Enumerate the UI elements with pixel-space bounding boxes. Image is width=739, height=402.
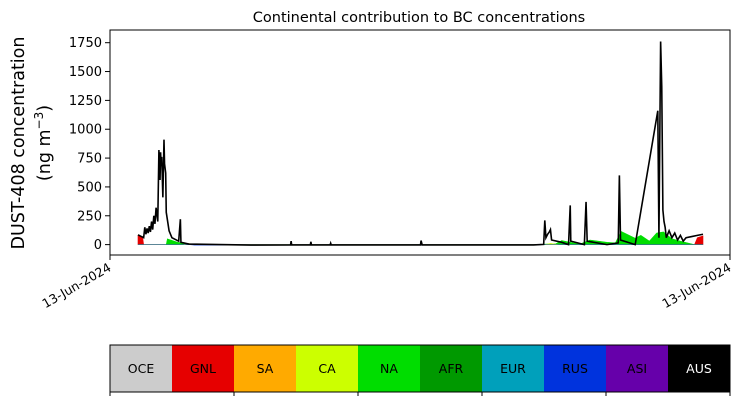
y-axis-label: DUST-408 concentration	[9, 37, 29, 250]
x-tick-label-end: 13-Jun-2024	[659, 260, 733, 311]
legend-frame	[109, 344, 731, 393]
x-tick-label-start: 13-Jun-2024	[39, 260, 113, 311]
y-tick-label-5: 1250	[69, 94, 102, 109]
legend-swatch-rus	[544, 345, 606, 392]
y-axis-label-units-suffix: )	[35, 105, 55, 112]
y-tick-label-1: 250	[77, 209, 102, 224]
legend-label-rus: RUS	[562, 361, 588, 376]
legend-swatch-afr	[420, 345, 482, 392]
legend-swatch-oce	[110, 345, 172, 392]
plot-frame	[109, 29, 731, 256]
legend-swatch-gnl	[172, 345, 234, 392]
total-series	[137, 41, 704, 246]
legend-swatch-eur	[482, 345, 544, 392]
legend-label-aus: AUS	[686, 361, 712, 376]
chart-title: Continental contribution to BC concentra…	[253, 10, 585, 26]
y-tick-label-0: 0	[94, 238, 102, 253]
legend-swatch-sa	[234, 345, 296, 392]
region-legend-bar: OCE GNL SA CA NA AFR EUR RUS ASI AUS	[109, 344, 731, 396]
y-axis-label-units-prefix: (ng m	[35, 129, 55, 181]
legend-label-oce: OCE	[128, 361, 155, 376]
legend-label-ca: CA	[318, 361, 336, 376]
y-tick-label-4: 1000	[69, 123, 102, 138]
legend-label-gnl: GNL	[190, 361, 216, 376]
legend-swatch-ca	[296, 345, 358, 392]
y-axis-ticks: 0 250 500 750 1000 1250 1500 1750	[69, 36, 110, 253]
y-tick-label-3: 750	[77, 152, 102, 167]
legend-label-eur: EUR	[500, 361, 526, 376]
legend-swatch-aus	[668, 345, 730, 392]
total-concentration-line	[137, 41, 704, 246]
plot-area: 0 250 500 750 1000 1250 1500 1750	[69, 29, 731, 256]
y-tick-label-2: 500	[77, 180, 102, 195]
y-axis-label-units: (ng m−3)	[32, 105, 55, 181]
x-axis: 13-Jun-2024 13-Jun-2024	[39, 255, 734, 311]
legend-swatch-na	[358, 345, 420, 392]
y-axis-label-units-sup: −3	[32, 112, 46, 130]
legend-label-asi: ASI	[627, 361, 647, 376]
y-axis-label-line1: DUST-408 concentration	[9, 37, 29, 250]
legend-label-sa: SA	[257, 361, 274, 376]
y-tick-label-7: 1750	[69, 36, 102, 51]
legend-label-na: NA	[380, 361, 398, 376]
legend-label-afr: AFR	[439, 361, 464, 376]
legend-swatch-asi	[606, 345, 668, 392]
y-tick-label-6: 1500	[69, 65, 102, 80]
